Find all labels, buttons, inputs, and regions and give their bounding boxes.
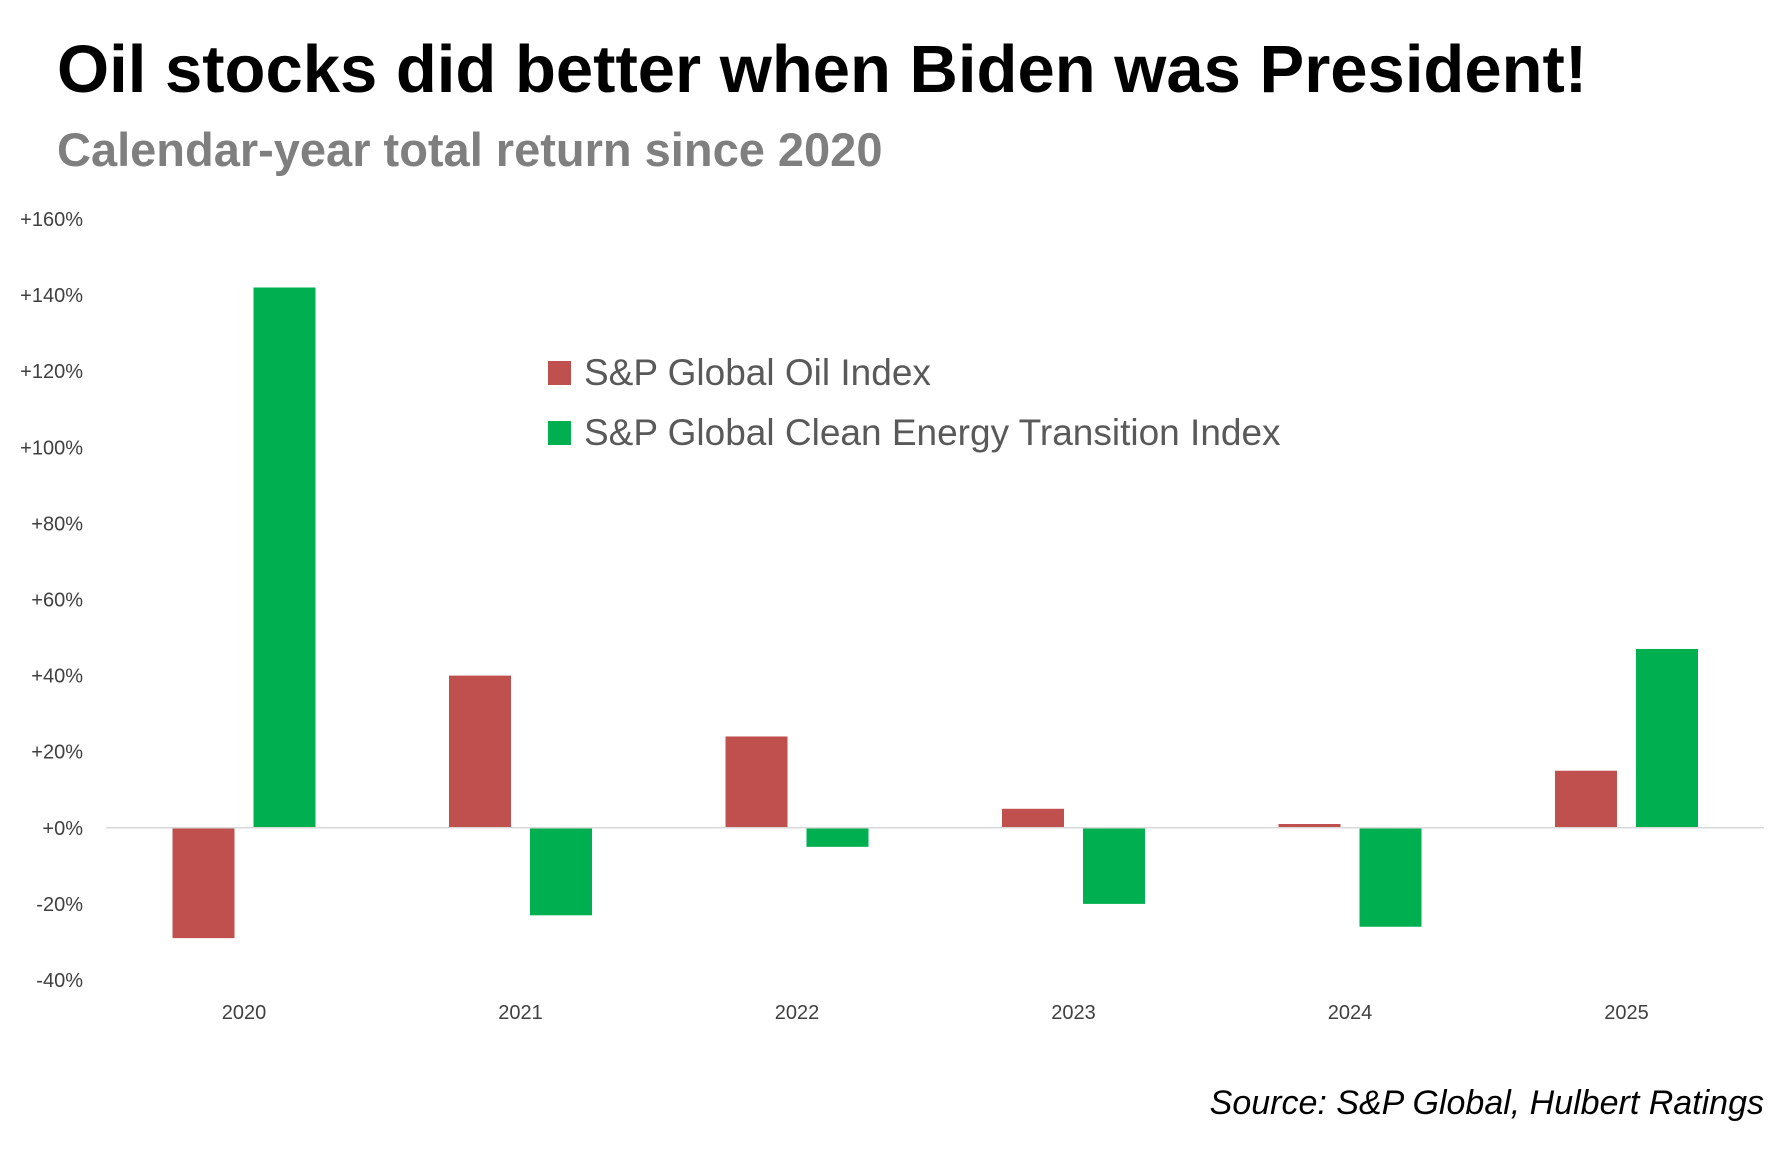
y-tick-label: +80%	[31, 513, 83, 535]
x-tick-label: 2022	[775, 1002, 820, 1024]
legend-label-clean-energy: S&P Global Clean Energy Transition Index	[584, 412, 1281, 453]
clean-energy-bar-2025	[1636, 648, 1698, 828]
legend: S&P Global Oil Index S&P Global Clean Ene…	[548, 352, 1281, 453]
x-tick-label: 2021	[498, 1002, 543, 1024]
clean-energy-bar-2021	[530, 827, 592, 916]
oil-index-bar-2021	[449, 675, 511, 828]
chart-subtitle: Calendar-year total return since 2020	[57, 123, 882, 176]
oil-index-bar-2020	[172, 827, 235, 939]
source-note: Source: S&P Global, Hulbert Ratings	[1210, 1084, 1764, 1122]
y-tick-label: +0%	[42, 818, 83, 840]
y-tick-label: -40%	[36, 970, 83, 992]
y-tick-label: -20%	[36, 894, 83, 916]
y-tick-label: +140%	[20, 285, 83, 307]
legend-swatch-oil	[548, 361, 571, 385]
clean-energy-bar-2024	[1359, 827, 1422, 927]
y-tick-label: +160%	[20, 209, 83, 231]
x-tick-label: 2023	[1051, 1002, 1096, 1024]
x-tick-label: 2020	[222, 1002, 267, 1024]
y-tick-label: +100%	[20, 437, 83, 459]
y-tick-label: +20%	[31, 742, 83, 764]
chart-title: Oil stocks did better when Biden was Pre…	[57, 32, 1587, 107]
y-tick-label: +60%	[31, 590, 83, 612]
x-tick-label: 2025	[1604, 1002, 1649, 1024]
clean-energy-bar-2020	[253, 287, 316, 828]
oil-index-bar-2022	[725, 736, 788, 828]
y-axis-labels: +160% +140% +120% +100% +80% +60% +40% +20% +0% -…	[20, 209, 83, 992]
y-tick-label: +120%	[20, 361, 83, 383]
clean-energy-bar-2023	[1083, 827, 1145, 904]
oil-index-bar-2024	[1278, 823, 1341, 828]
legend-swatch-clean-energy	[548, 421, 571, 445]
x-tick-label: 2024	[1328, 1002, 1373, 1024]
oil-index-bar-2023	[1002, 808, 1064, 828]
legend-label-oil: S&P Global Oil Index	[584, 352, 931, 393]
x-axis-labels: 2020 2021 2022 2023 2024 2025	[222, 1002, 1649, 1024]
oil-index-bar-2025	[1555, 770, 1617, 828]
y-tick-label: +40%	[31, 666, 83, 688]
bars	[172, 287, 1698, 939]
clean-energy-bar-2022	[806, 827, 869, 847]
